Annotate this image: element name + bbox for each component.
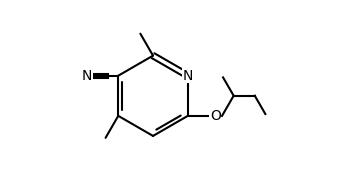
Text: N: N	[183, 69, 193, 83]
Text: N: N	[82, 69, 92, 83]
Text: O: O	[210, 109, 221, 123]
